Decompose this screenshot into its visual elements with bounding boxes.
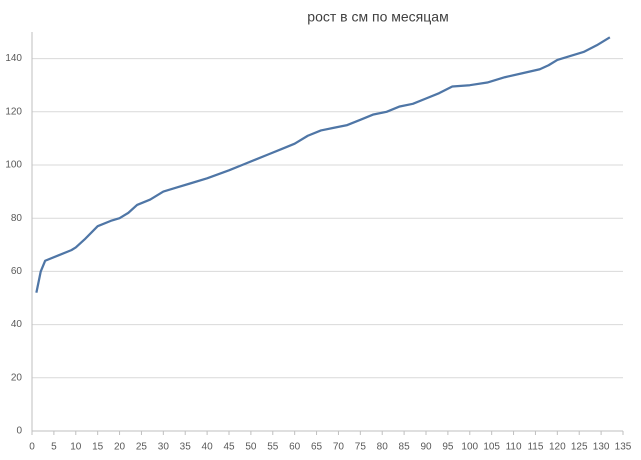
x-tick-label: 65 (311, 442, 323, 453)
y-tick-label: 140 (5, 53, 22, 64)
x-tick-label: 10 (70, 442, 82, 453)
x-tick-label: 5 (51, 442, 57, 453)
y-tick-label: 40 (11, 319, 23, 330)
x-tick-label: 125 (571, 442, 588, 453)
x-tick-label: 130 (593, 442, 610, 453)
x-tick-label: 135 (615, 442, 632, 453)
x-tick-label: 95 (442, 442, 454, 453)
x-tick-label: 85 (399, 442, 411, 453)
x-tick-label: 60 (289, 442, 301, 453)
y-tick-label: 80 (11, 213, 23, 224)
chart-title: рост в см по месяцам (307, 9, 448, 25)
x-tick-label: 100 (461, 442, 478, 453)
y-tick-label: 20 (11, 372, 23, 383)
x-tick-label: 110 (506, 442, 522, 453)
y-tick-label: 120 (5, 106, 22, 117)
x-tick-label: 25 (136, 442, 148, 453)
x-tick-label: 105 (483, 442, 500, 453)
x-tick-label: 90 (420, 442, 432, 453)
data-line (35, 36, 611, 293)
x-tick-label: 120 (549, 442, 566, 453)
y-tick-label: 60 (11, 266, 23, 277)
y-tick-label: 0 (16, 426, 22, 437)
y-tick-label: 100 (5, 160, 22, 171)
x-tick-label: 35 (180, 442, 192, 453)
x-tick-label: 75 (355, 442, 367, 453)
x-tick-label: 0 (29, 442, 35, 453)
x-tick-label: 70 (333, 442, 345, 453)
x-tick-label: 15 (92, 442, 104, 453)
x-tick-label: 30 (158, 442, 170, 453)
x-tick-label: 115 (527, 442, 543, 453)
x-tick-label: 55 (267, 442, 279, 453)
x-tick-label: 40 (202, 442, 214, 453)
x-tick-label: 50 (245, 442, 257, 453)
x-tick-label: 20 (114, 442, 126, 453)
x-tick-label: 80 (377, 442, 389, 453)
x-tick-label: 45 (223, 442, 235, 453)
